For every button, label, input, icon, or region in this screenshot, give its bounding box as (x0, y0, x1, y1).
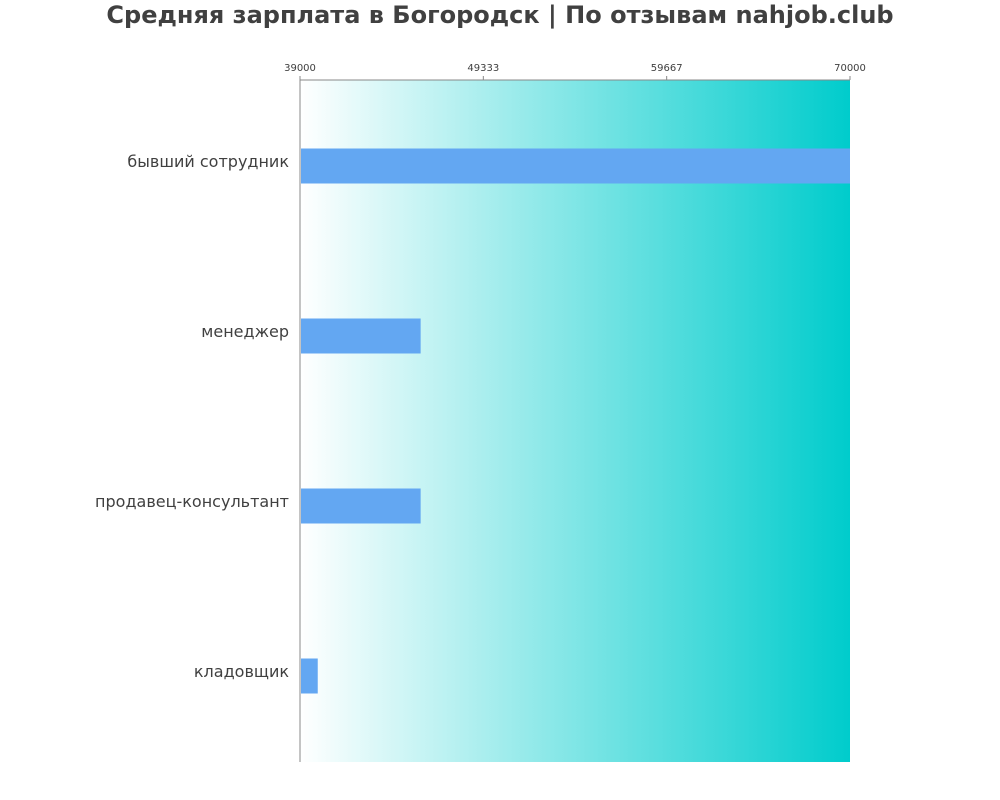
x-tick-label: 39000 (284, 63, 316, 74)
x-axis-ticks: 39000 49333 59667 70000 (284, 63, 866, 80)
bar (301, 658, 318, 694)
x-tick-label: 59667 (651, 63, 683, 74)
plot-background (300, 80, 850, 762)
bars (301, 148, 850, 694)
category-labels: бывший сотрудник менеджер продавец-консуль… (95, 152, 289, 681)
chart-title: Средняя зарплата в Богородск | По отзыва… (106, 1, 894, 29)
bar (301, 148, 850, 184)
x-tick-label: 70000 (834, 63, 866, 74)
category-label: менеджер (201, 322, 289, 341)
category-label: кладовщик (194, 662, 289, 681)
category-label: продавец-консультант (95, 492, 289, 511)
bar (301, 318, 421, 354)
x-tick-label: 49333 (467, 63, 499, 74)
category-label: бывший сотрудник (127, 152, 289, 171)
bar (301, 488, 421, 524)
